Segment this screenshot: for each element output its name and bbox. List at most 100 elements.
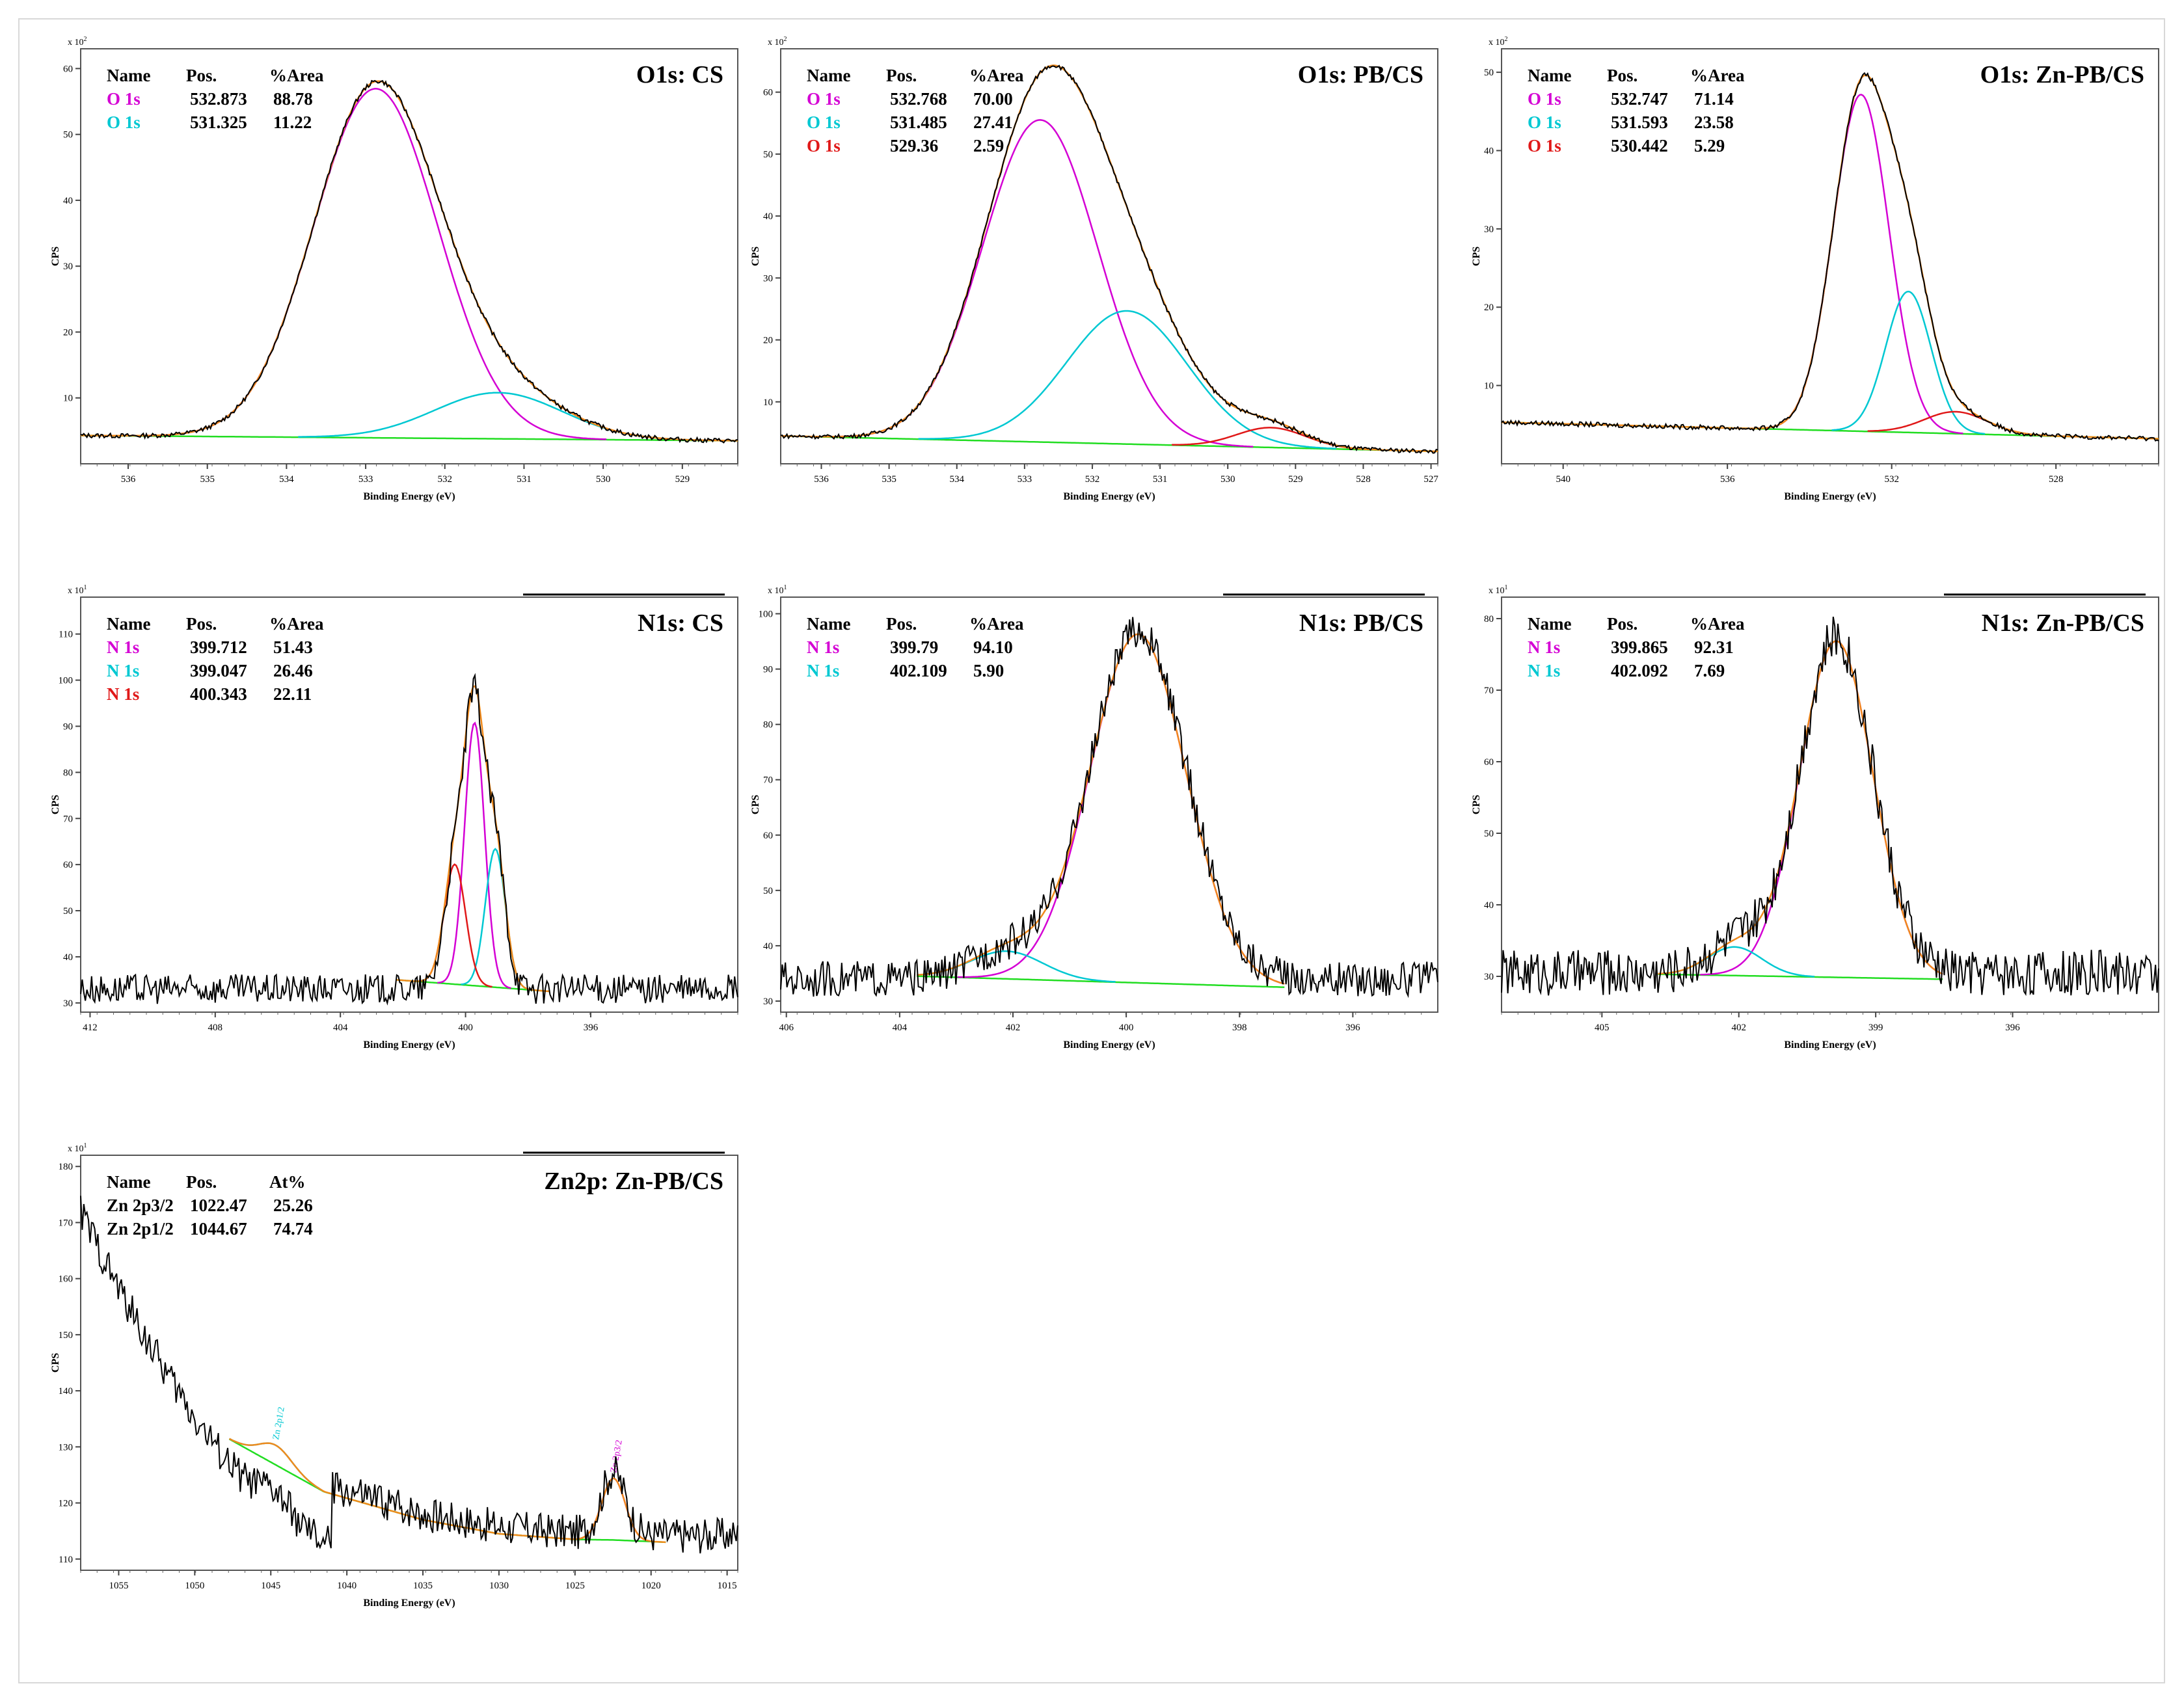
chart-title: O1s: Zn-PB/CS bbox=[1980, 61, 2144, 88]
y-tick-label: 140 bbox=[59, 1386, 74, 1397]
y-tick-label: 90 bbox=[63, 721, 73, 732]
y-multiplier: x 102 bbox=[68, 36, 87, 47]
plot-group: 536 535 534 533 532 531 530 529 528 527 10 20 30 40 50… bbox=[750, 36, 1438, 502]
y-tick-label: 90 bbox=[763, 665, 773, 675]
table-cell: 71.14 bbox=[1694, 89, 1734, 109]
x-tick-label: 533 bbox=[1018, 474, 1032, 485]
y-tick-label: 150 bbox=[59, 1330, 74, 1341]
raw-spectrum bbox=[1501, 617, 2159, 997]
x-tick-label: 400 bbox=[1119, 1023, 1134, 1033]
table-cell: 92.31 bbox=[1694, 637, 1734, 657]
table-cell: 7.69 bbox=[1694, 661, 1725, 680]
chart-title: O1s: PB/CS bbox=[1298, 61, 1423, 88]
y-axis-label: CPS bbox=[1471, 795, 1482, 814]
y-tick-label: 30 bbox=[763, 273, 773, 284]
x-tick-label: 529 bbox=[1288, 474, 1303, 485]
y-axis-label: CPS bbox=[750, 795, 761, 814]
table-cell: N 1s bbox=[807, 661, 839, 680]
table-cell: 88.78 bbox=[273, 89, 313, 109]
chart-svg: 1055 1050 1045 1040 1035 1030 1025 1020 1015 110 1… bbox=[50, 1142, 738, 1609]
y-tick-label: 70 bbox=[1484, 686, 1494, 696]
x-tick-label: 532 bbox=[438, 474, 453, 485]
y-tick-label: 70 bbox=[763, 775, 773, 786]
table-cell: 402.109 bbox=[890, 661, 947, 680]
plot-frame bbox=[1501, 596, 2159, 1013]
x-tick-label: 527 bbox=[1423, 474, 1438, 485]
chart-title: O1s: CS bbox=[636, 61, 723, 88]
table-cell: 2.59 bbox=[973, 136, 1004, 155]
table-cell: 530.442 bbox=[1611, 136, 1668, 155]
envelope-line bbox=[917, 633, 1285, 985]
x-axis-label: Binding Energy (eV) bbox=[363, 1039, 455, 1051]
plot-group: 536 535 534 533 532 531 530 529 10 20 30 40 50 60 Bind… bbox=[50, 36, 738, 502]
x-tick-label: 532 bbox=[1884, 474, 1899, 485]
chart-title: N1s: CS bbox=[638, 609, 723, 637]
table-cell: O 1s bbox=[1528, 136, 1561, 155]
background-line bbox=[228, 1438, 666, 1544]
raw-spectrum bbox=[780, 64, 1438, 454]
table-cell: 531.325 bbox=[190, 113, 247, 132]
table-cell: N 1s bbox=[1528, 661, 1560, 680]
background-line bbox=[396, 979, 550, 993]
y-multiplier-exponent: 2 bbox=[1505, 36, 1508, 43]
component-peak bbox=[918, 310, 1336, 450]
plot-group: 406 404 402 400 398 396 30 40 50 60 70 80 90 100 Bindi… bbox=[750, 584, 1438, 1051]
y-tick-label: 50 bbox=[1484, 829, 1494, 839]
x-tick-label: 529 bbox=[675, 474, 690, 485]
table-cell: 402.092 bbox=[1611, 661, 1668, 680]
table-cell: 1022.47 bbox=[190, 1196, 247, 1215]
y-tick-label: 50 bbox=[763, 886, 773, 896]
y-tick-label: 180 bbox=[59, 1162, 74, 1172]
table-cell: N 1s bbox=[807, 637, 839, 657]
table-cell: 531.593 bbox=[1611, 113, 1668, 132]
x-tick-label: 396 bbox=[2005, 1023, 2020, 1033]
plot-group: 412 408 404 400 396 30 40 50 60 70 80 90 100 110 Bindi… bbox=[50, 584, 738, 1051]
table-header: Pos. bbox=[186, 614, 217, 634]
table-header: Name bbox=[107, 614, 150, 634]
y-multiplier: x 102 bbox=[768, 36, 787, 47]
component-peak bbox=[437, 721, 511, 989]
x-tick-label: 1055 bbox=[109, 1581, 128, 1591]
chart-svg: 406 404 402 400 398 396 30 40 50 60 70 80 90 100 Bindi… bbox=[750, 584, 1438, 1051]
table-cell: 74.74 bbox=[273, 1219, 313, 1239]
envelope-line bbox=[1658, 640, 1943, 975]
envelope-line bbox=[780, 64, 1438, 453]
table-cell: N 1s bbox=[107, 661, 139, 680]
table-header: At% bbox=[269, 1172, 306, 1192]
plot-group: 405 402 399 396 30 40 50 60 70 80 Binding Energy (… bbox=[1471, 584, 2159, 1051]
y-tick-label: 80 bbox=[1484, 614, 1494, 624]
panel-o1s-cs: 536 535 534 533 532 531 530 529 10 20 30 40 50 60 Bind… bbox=[50, 36, 751, 513]
component-peak bbox=[461, 848, 530, 991]
component-peak bbox=[1658, 946, 1815, 978]
panel-o1s-zn-pb-cs: 540 536 532 528 10 20 30 40 50 Binding Energy (eV… bbox=[1471, 36, 2172, 513]
y-tick-label: 70 bbox=[63, 814, 73, 824]
y-multiplier: x 101 bbox=[68, 1142, 87, 1154]
x-tick-label: 408 bbox=[208, 1023, 223, 1033]
component-peak bbox=[298, 392, 699, 441]
table-header: Name bbox=[807, 66, 850, 85]
chart-title: N1s: PB/CS bbox=[1299, 609, 1423, 637]
raw-spectrum bbox=[80, 673, 738, 1006]
table-header: Name bbox=[1528, 614, 1571, 634]
component-peak bbox=[826, 119, 1254, 448]
chart-title: N1s: Zn-PB/CS bbox=[1982, 609, 2144, 637]
x-tick-label: 1015 bbox=[718, 1581, 737, 1591]
y-tick-label: 60 bbox=[763, 831, 773, 841]
x-tick-label: 400 bbox=[458, 1023, 473, 1033]
x-tick-label: 531 bbox=[517, 474, 532, 485]
x-tick-label: 528 bbox=[1356, 474, 1371, 485]
y-tick-label: 30 bbox=[63, 998, 73, 1009]
x-axis-label: Binding Energy (eV) bbox=[1784, 1039, 1876, 1051]
x-tick-label: 402 bbox=[1731, 1023, 1746, 1033]
y-tick-label: 40 bbox=[63, 952, 73, 963]
x-tick-label: 532 bbox=[1085, 474, 1100, 485]
y-tick-label: 40 bbox=[1484, 146, 1494, 156]
x-tick-label: 531 bbox=[1153, 474, 1168, 485]
y-tick-label: 10 bbox=[1484, 381, 1494, 392]
x-axis-label: Binding Energy (eV) bbox=[363, 1598, 455, 1609]
y-tick-label: 160 bbox=[59, 1274, 74, 1285]
table-header: %Area bbox=[969, 614, 1024, 634]
y-tick-label: 120 bbox=[59, 1499, 74, 1509]
x-tick-label: 412 bbox=[83, 1023, 98, 1033]
x-tick-label: 404 bbox=[333, 1023, 348, 1033]
